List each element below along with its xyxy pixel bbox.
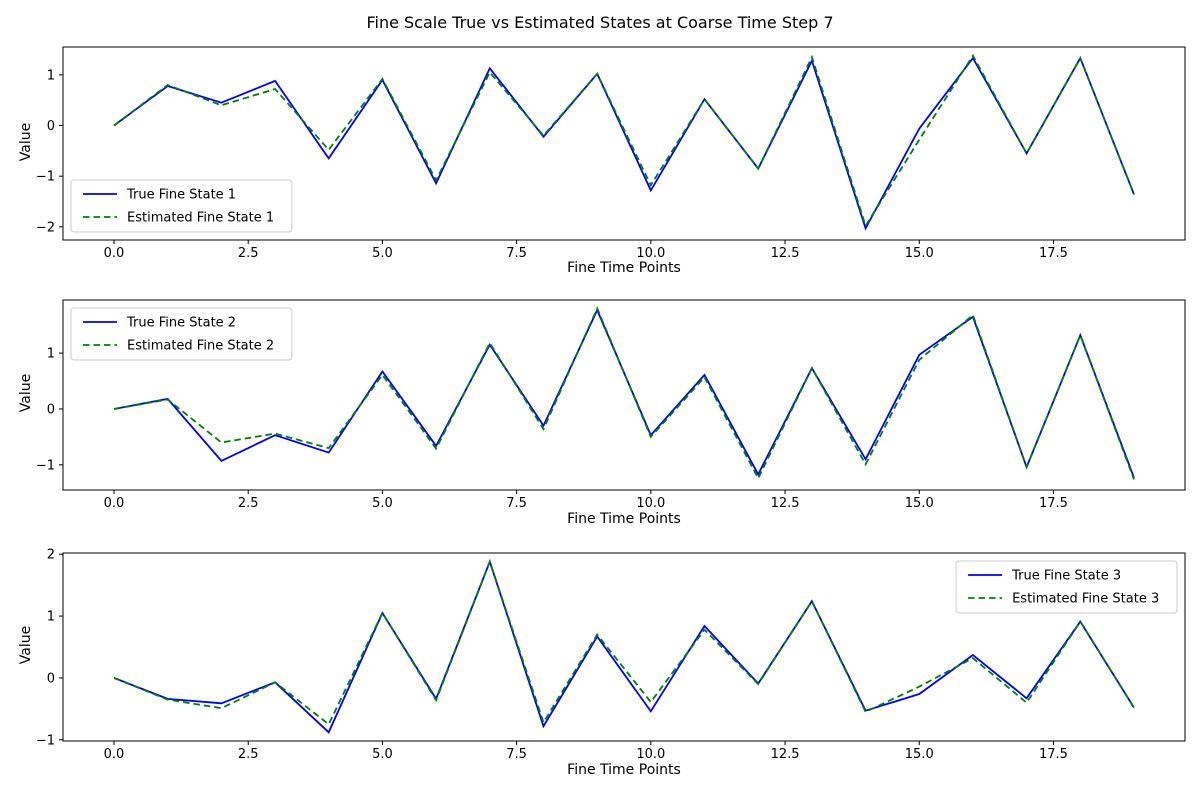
- x-tick-label: 5.0: [372, 747, 393, 762]
- subplot-2-ylabel: Value: [18, 373, 34, 413]
- subplot-1-frame: [62, 46, 1186, 241]
- x-tick-label: 17.5: [1039, 496, 1068, 511]
- legend-box: [70, 179, 293, 233]
- x-tick-label: 15.0: [905, 496, 934, 511]
- x-tick-label: 12.5: [771, 496, 800, 511]
- x-tick-label: 0.0: [104, 246, 125, 261]
- series-line-true-2: [113, 307, 1135, 479]
- series-line-true-3: [113, 559, 1135, 734]
- legend-label: Estimated Fine State 1: [127, 211, 274, 226]
- subplot-3-xlabel: Fine Time Points: [567, 762, 681, 778]
- subplot-2: 0.0 2.5 5.0 7.5 10.0 12.5 15.0 17.5 −1 0 1 True Fin…: [36, 299, 1186, 511]
- subplot-3-frame: [62, 552, 1186, 742]
- x-tick-label: 7.5: [506, 747, 527, 762]
- series-line-estimated-1: [113, 53, 1135, 228]
- y-tick-label: 0: [47, 119, 55, 134]
- y-tick-label: 0: [47, 402, 55, 417]
- x-tick-label: 15.0: [905, 747, 934, 762]
- subplot-3-legend: True Fine State 3 Estimated Fine State 3: [955, 560, 1178, 614]
- x-tick-label: 5.0: [372, 496, 393, 511]
- figure-title: Fine Scale True vs Estimated States at C…: [366, 13, 834, 32]
- x-tick-label: 17.5: [1039, 747, 1068, 762]
- y-tick-label: 1: [47, 610, 55, 625]
- legend-label: True Fine State 1: [126, 188, 236, 203]
- y-tick-label: 1: [47, 68, 55, 83]
- subplot-2-legend: True Fine State 2 Estimated Fine State 2: [70, 307, 293, 361]
- x-tick-label: 0.0: [104, 496, 125, 511]
- legend-label: Estimated Fine State 2: [127, 339, 274, 354]
- subplot-3-ylabel: Value: [18, 625, 34, 665]
- x-tick-label: 2.5: [238, 747, 259, 762]
- y-tick-label: 1: [47, 347, 55, 362]
- subplot-1-xlabel: Fine Time Points: [567, 260, 681, 276]
- x-tick-label: 7.5: [506, 496, 527, 511]
- x-tick-label: 10.0: [636, 747, 665, 762]
- legend-label: Estimated Fine State 3: [1012, 592, 1159, 607]
- x-tick-label: 15.0: [905, 246, 934, 261]
- subplot-1: 0.0 2.5 5.0 7.5 10.0 12.5 15.0 17.5 −2 −1 0 1 True F…: [36, 46, 1186, 261]
- x-tick-label: 0.0: [104, 747, 125, 762]
- y-tick-label: 0: [47, 671, 55, 686]
- x-tick-label: 17.5: [1039, 246, 1068, 261]
- y-tick-label: −1: [36, 458, 55, 473]
- legend-box: [955, 560, 1178, 614]
- x-tick-label: 12.5: [771, 747, 800, 762]
- x-tick-label: 5.0: [372, 246, 393, 261]
- x-tick-label: 10.0: [636, 246, 665, 261]
- subplot-2-xlabel: Fine Time Points: [567, 511, 681, 527]
- x-tick-label: 12.5: [771, 246, 800, 261]
- y-tick-label: −1: [36, 733, 55, 748]
- series-line-estimated-3: [113, 559, 1135, 726]
- x-tick-label: 2.5: [238, 496, 259, 511]
- subplot-3: 0.0 2.5 5.0 7.5 10.0 12.5 15.0 17.5 −1 0 1 2 True Fi…: [36, 548, 1186, 762]
- legend-label: True Fine State 2: [126, 316, 236, 331]
- y-tick-label: −2: [36, 220, 55, 235]
- legend-box: [70, 307, 293, 361]
- y-tick-label: −1: [36, 170, 55, 185]
- x-tick-label: 2.5: [238, 246, 259, 261]
- y-tick-label: 2: [47, 548, 55, 563]
- subplot-2-frame: [62, 299, 1186, 491]
- subplot-1-ylabel: Value: [18, 122, 34, 162]
- x-tick-label: 7.5: [506, 246, 527, 261]
- x-tick-label: 10.0: [636, 496, 665, 511]
- legend-label: True Fine State 3: [1011, 569, 1121, 584]
- subplot-1-legend: True Fine State 1 Estimated Fine State 1: [70, 179, 293, 233]
